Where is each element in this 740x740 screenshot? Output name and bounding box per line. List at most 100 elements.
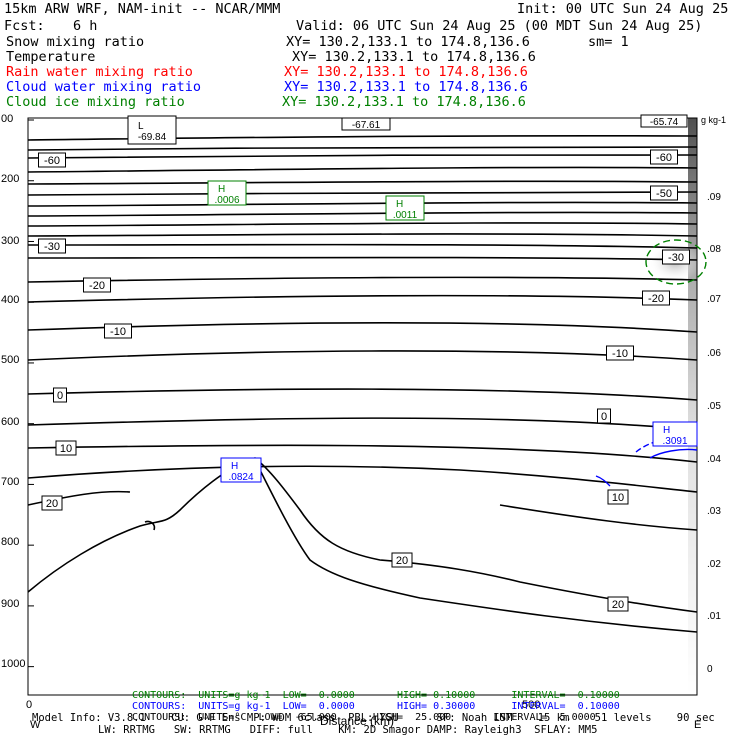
y-tick-label: 600 bbox=[1, 416, 19, 428]
x-end-label-east: E bbox=[694, 719, 701, 731]
colorbar-unit: g kg-1 bbox=[701, 115, 726, 125]
isotherm-label: -30 bbox=[668, 252, 684, 264]
x-axis-title: Distance (km) bbox=[320, 714, 394, 728]
y-tick-label: 300 bbox=[1, 235, 19, 247]
isotherm-label-box bbox=[607, 596, 629, 612]
contour-interval: 0.10000 bbox=[577, 690, 620, 701]
isotherm-label: -30 bbox=[44, 241, 60, 253]
isotherm-label: -20 bbox=[648, 293, 664, 305]
field-name-snow: Snow mixing ratio bbox=[6, 34, 145, 50]
contour-low: 0.0000 bbox=[318, 690, 355, 701]
contour-units: g kg-1 bbox=[234, 701, 271, 712]
isotherm-label: 20 bbox=[46, 498, 58, 510]
colorbar-tick-label: .01 bbox=[707, 611, 721, 622]
extremum-box bbox=[127, 115, 177, 145]
isotherm-label: -20 bbox=[89, 280, 105, 292]
colorbar-tick-label: .03 bbox=[707, 506, 721, 517]
isotherm-label-box bbox=[650, 185, 678, 201]
isotherm-label: 20 bbox=[612, 599, 624, 611]
extremum-box bbox=[341, 117, 391, 131]
isotherm-label-box bbox=[642, 290, 670, 306]
extremum-kind: H bbox=[218, 184, 225, 195]
isotherm-label-box bbox=[650, 149, 678, 165]
isotherm-label-box bbox=[53, 387, 67, 403]
contour-low: 0.0000 bbox=[318, 701, 355, 712]
field-smooth: sm= 1 bbox=[588, 34, 629, 50]
contour-info-ice: CONTOURS: UNITS=g kg-1 LOW= 0.0000 HIGH=… bbox=[132, 690, 620, 701]
field-xy-cloudwater: XY= 130.2,133.1 to 174.8,136.6 bbox=[284, 79, 528, 95]
isotherm-label: -50 bbox=[656, 188, 672, 200]
valid-time: Valid: 06 UTC Sun 24 Aug 25 (00 MDT Sun … bbox=[296, 18, 703, 34]
forecast-value: 6 h bbox=[73, 18, 98, 34]
extremum-value: .0824 bbox=[228, 472, 253, 483]
extrema-markers: L-69.84-67.61 -65.74H.0006 H.0011H.0824H.3… bbox=[127, 114, 698, 483]
y-tick-label: 00 bbox=[1, 113, 13, 125]
contour-units: °C bbox=[234, 712, 247, 723]
isotherm-label-box bbox=[606, 345, 634, 361]
y-tick-label: 400 bbox=[1, 294, 19, 306]
extremum-box bbox=[207, 180, 247, 206]
extremum-kind: H bbox=[396, 199, 403, 210]
y-tick-label: 500 bbox=[1, 354, 19, 366]
isotherm-labels: -60 -60 -50 -30 -30 -20 -20 -10 -10 0 0 10 10 20 20 20 bbox=[38, 149, 690, 612]
contour-high: 0.30000 bbox=[433, 701, 476, 712]
y-tick-label: 900 bbox=[1, 598, 19, 610]
isotherm-label-box bbox=[38, 238, 66, 254]
isotherm-label-box bbox=[83, 277, 111, 293]
colorbar-tick-label: .02 bbox=[707, 559, 721, 570]
extremum-box bbox=[652, 421, 698, 447]
extremum-kind: H bbox=[231, 461, 238, 472]
forecast-label: Fcst: bbox=[4, 18, 45, 34]
field-name-cloudice: Cloud ice mixing ratio bbox=[6, 94, 185, 110]
field-name-temp: Temperature bbox=[6, 49, 96, 65]
y-tick-label: 800 bbox=[1, 536, 19, 548]
x-tick-label: 0 bbox=[26, 699, 32, 711]
isotherm-label-box bbox=[104, 323, 132, 339]
colorbar-tick-label: .04 bbox=[707, 454, 721, 465]
y-axis-labels: 00 200 300 400 500 600 700 800 900 1000 bbox=[1, 113, 25, 670]
isotherm-label-box bbox=[597, 408, 611, 424]
extremum-box bbox=[220, 457, 262, 483]
extremum-box bbox=[385, 195, 425, 221]
model-title: 15km ARW WRF, NAM-init -- NCAR/MMM bbox=[4, 1, 281, 17]
y-tick-label: 700 bbox=[1, 476, 19, 488]
isotherm-label: -60 bbox=[44, 155, 60, 167]
colorbar-tick-label: .06 bbox=[707, 348, 721, 359]
field-xy-snow: XY= 130.2,133.1 to 174.8,136.6 bbox=[286, 34, 530, 50]
extremum-kind: L bbox=[138, 121, 144, 132]
isotherm-label: 10 bbox=[60, 443, 72, 455]
x-tick-label: 500 bbox=[522, 699, 540, 711]
terrain-contour bbox=[27, 457, 698, 633]
contour-interval: 0.10000 bbox=[577, 701, 620, 712]
extremum-value: .3091 bbox=[662, 436, 687, 447]
colorbar-tick-label: .07 bbox=[707, 294, 721, 305]
isotherm-label-box bbox=[662, 249, 690, 265]
isotherm-label-box bbox=[55, 440, 77, 456]
model-info-line1: Model Info: V3.8.1 CU: G-F Ens MP: WDM 6… bbox=[32, 712, 715, 724]
colorbar-tick-label: .08 bbox=[707, 244, 721, 255]
contour-low: -65.000 bbox=[294, 712, 337, 723]
contour-high: 0.10000 bbox=[433, 690, 476, 701]
field-xy-cloudice: XY= 130.2,133.1 to 174.8,136.6 bbox=[282, 94, 526, 110]
isotherm-label-box bbox=[38, 152, 66, 168]
model-info-line2: LW: RRTMG SW: RRTMG DIFF: full KM: 2D Sm… bbox=[98, 724, 598, 736]
isotherm-label: -10 bbox=[612, 348, 628, 360]
init-time: Init: 00 UTC Sun 24 Aug 25 bbox=[517, 1, 729, 17]
y-tick-label: 1000 bbox=[1, 658, 25, 670]
isotherm-label-box bbox=[391, 552, 413, 568]
isotherm-label: 20 bbox=[396, 555, 408, 567]
isotherm-label: 0 bbox=[57, 390, 63, 402]
y-tick-label: 200 bbox=[1, 173, 19, 185]
extremum-value: -65.74 bbox=[650, 117, 679, 128]
field-name-rain: Rain water mixing ratio bbox=[6, 64, 193, 80]
extremum-value: .0011 bbox=[393, 210, 418, 221]
extremum-value: .0006 bbox=[214, 195, 239, 206]
isotherm-label: 0 bbox=[601, 411, 607, 423]
colorbar-tick-label: 0 bbox=[707, 664, 713, 675]
extremum-kind: H bbox=[663, 425, 670, 436]
colorbar-tick-label: .05 bbox=[707, 401, 721, 412]
extremum-value: -67.61 bbox=[352, 120, 381, 131]
colorbar-tick-label: .09 bbox=[707, 192, 721, 203]
contour-interval: 5.0000 bbox=[559, 712, 596, 723]
